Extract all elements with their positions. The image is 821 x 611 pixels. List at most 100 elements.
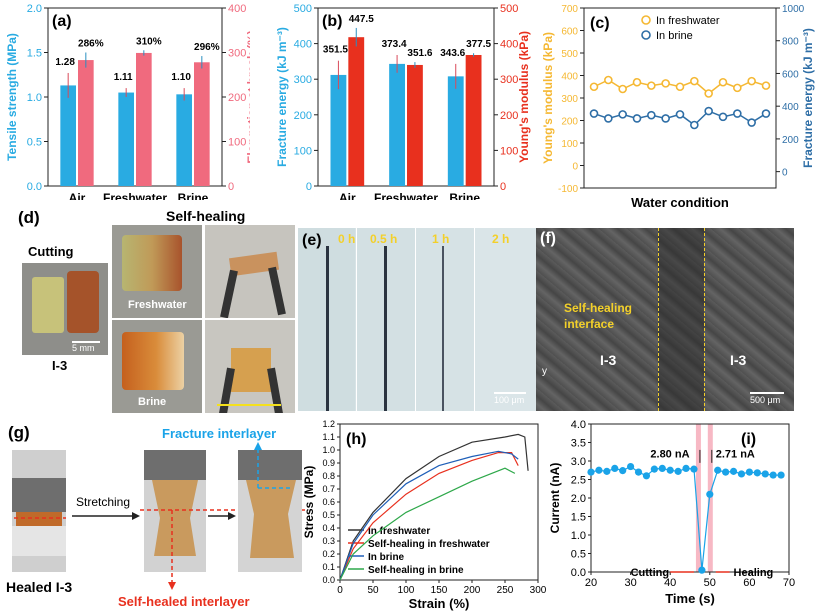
legend-label: In freshwater: [368, 526, 430, 537]
y-tick-label: 200: [561, 117, 578, 128]
y2-tick-label: 0: [228, 181, 234, 193]
panel-d-title: Self-healing: [166, 208, 246, 224]
data-point: [675, 82, 685, 92]
data-point: [595, 466, 603, 474]
data-point: [619, 467, 627, 475]
data-point: [632, 114, 642, 123]
data-point: [747, 118, 756, 127]
scale-text-d: 5 mm: [72, 343, 95, 353]
y-tick-label: 2.0: [571, 493, 586, 505]
y-tick-label: 0.5: [571, 549, 586, 561]
data-point: [747, 76, 756, 86]
y-tick-label: 700: [561, 4, 578, 15]
data-point: [722, 468, 730, 476]
data-point: [761, 81, 771, 90]
y-tick-label: 1.1: [322, 432, 335, 442]
y-tick-label: 0.2: [322, 549, 335, 559]
data-point: [661, 79, 670, 88]
y-tick-label: 500: [294, 3, 312, 15]
y-tick-label: 0.3: [322, 536, 335, 546]
brine-photo: Brine: [112, 320, 202, 413]
bar-left: [389, 63, 405, 186]
bar-label-right: 286%: [78, 39, 104, 50]
y-tick-label: 0.0: [571, 567, 586, 579]
x-tick-label: Brine: [178, 191, 209, 200]
chart-c: (c) -100 0 100 200 300 400 500 600 700 0 200 400 600 8…: [541, 4, 815, 210]
bar-left: [176, 94, 192, 186]
data-point: [666, 466, 674, 474]
data-point: [729, 467, 738, 475]
x-tick-label: 70: [783, 577, 795, 589]
data-point: [718, 77, 728, 87]
scale-text-e: 100 μm: [494, 395, 525, 405]
data-point: [634, 468, 643, 476]
x-tick-label: Air: [69, 191, 86, 200]
data-point: [718, 112, 728, 122]
scale-bar-f: [750, 392, 784, 394]
interlayer-label: Self-healed interlayer: [118, 594, 250, 609]
interface-line-left: [658, 228, 659, 411]
data-point: [690, 120, 699, 130]
stretch-photo-1: [205, 225, 295, 318]
y-tick-label: 0.0: [27, 181, 42, 193]
series-line-0: [339, 433, 529, 581]
data-point: [604, 75, 613, 85]
plot-frame: [317, 7, 495, 187]
y2-tick-label: 600: [782, 69, 799, 80]
interface-line-right: [704, 228, 705, 411]
y-tick-label: -100: [558, 184, 578, 195]
data-point: [589, 82, 599, 92]
x-tick-label: 0: [337, 585, 343, 596]
y-tick-label: 400: [294, 39, 312, 51]
scale-text-f: 500 μm: [750, 395, 781, 405]
panel-label: (i): [741, 431, 756, 448]
bar-right: [136, 52, 152, 186]
y-axis-title: Young's modulus (kPa): [541, 32, 555, 164]
y2-tick-label: 800: [782, 37, 799, 48]
legend-label: In brine: [656, 30, 693, 42]
data-point: [753, 469, 761, 477]
y2-tick-label: 300: [500, 74, 518, 86]
data-point: [647, 110, 656, 120]
y2-tick-label: 300: [228, 48, 246, 60]
stretched-photo: [140, 450, 306, 572]
y-tick-label: 3.5: [571, 438, 586, 450]
y2-tick-label: 500: [500, 3, 518, 15]
y-axis-title: Tensile strength (MPa): [5, 33, 19, 161]
cutting-photo: 5 mm: [22, 263, 108, 355]
y-tick-label: 0: [572, 162, 578, 173]
crack-line-0: [326, 246, 329, 411]
annotation-before: 2.80 nA: [650, 448, 689, 460]
scale-bar-e: [494, 392, 526, 394]
data-point: [769, 471, 777, 479]
data-point: [698, 566, 706, 574]
y2-tick-label: 100: [228, 137, 246, 149]
healed-photo: [12, 450, 66, 572]
data-point: [661, 114, 670, 123]
panel-label: (b): [322, 13, 342, 30]
legend-label: Self-healing in freshwater: [368, 539, 490, 550]
legend-marker: [641, 30, 651, 40]
data-point: [761, 109, 771, 118]
x-tick-label: Air: [339, 191, 356, 200]
i3-right-label: I-3: [730, 352, 747, 368]
bar-label-left: 351.5: [323, 45, 348, 56]
y-tick-label: 0.9: [322, 458, 335, 468]
y2-tick-label: 100: [500, 145, 518, 157]
data-point: [706, 490, 714, 498]
y-tick-label: 0.6: [322, 497, 335, 507]
stretching-label: Stretching: [76, 495, 130, 509]
panel-f: (f) Self-healing interface I-3 I-3 y 500…: [536, 228, 794, 411]
y-tick-label: 0.4: [322, 523, 335, 533]
y2-tick-label: 0: [782, 168, 788, 179]
panel-d: (d) Self-healing Cutting 5 mm I-3 Freshw…: [0, 208, 300, 413]
y2-tick-label: 400: [228, 3, 246, 15]
data-point: [704, 89, 713, 98]
chart-a: (a) 0.0 0.5 1.0 1.5 2.0 0 100 200 300 400 Tensile s…: [5, 3, 250, 200]
data-point: [587, 468, 595, 476]
bar-label-right: 310%: [136, 36, 162, 47]
bar-right: [348, 37, 365, 186]
series-line-3: [339, 467, 516, 581]
data-point: [777, 471, 785, 479]
bar-label-right: 377.5: [466, 39, 491, 50]
